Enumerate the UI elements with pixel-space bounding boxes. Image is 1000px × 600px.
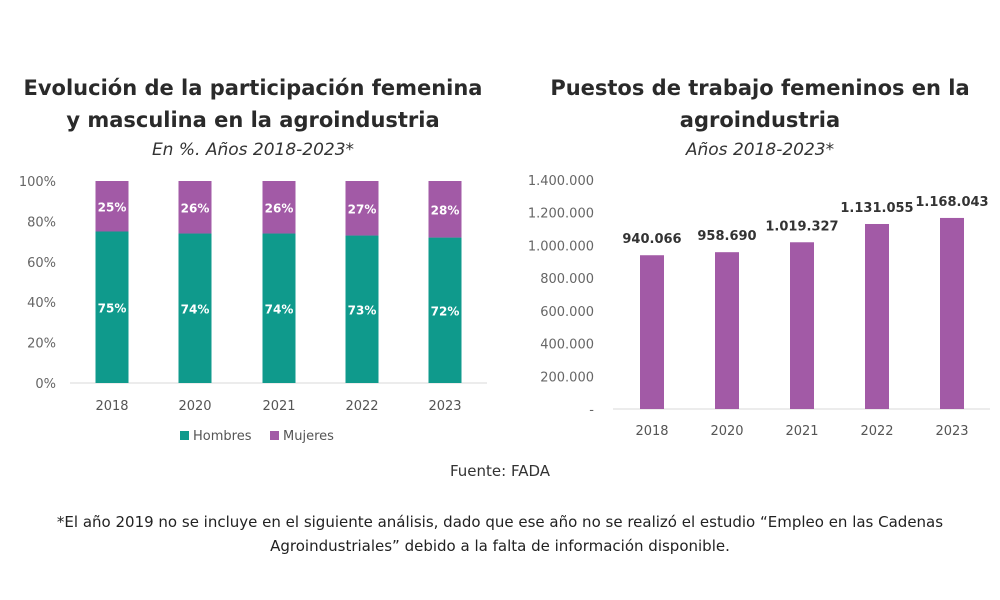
data-label-hombres-2020: 74% bbox=[181, 302, 210, 316]
left-x-tick: 2018 bbox=[95, 399, 128, 414]
right-x-tick: 2023 bbox=[935, 424, 968, 439]
data-label-hombres-2023: 72% bbox=[431, 304, 460, 318]
left-x-tick: 2020 bbox=[178, 399, 211, 414]
bar-2023 bbox=[940, 217, 964, 409]
data-label-mujeres-2020: 26% bbox=[181, 201, 210, 215]
bar-hombres-2018 bbox=[95, 231, 129, 383]
data-label-mujeres-2023: 28% bbox=[431, 203, 460, 217]
data-label-2021: 1.019.327 bbox=[765, 219, 838, 234]
data-label-mujeres-2022: 27% bbox=[348, 202, 377, 216]
left-y-tick: 0% bbox=[35, 377, 56, 392]
right-y-tick: 1.200.000 bbox=[528, 207, 594, 222]
data-label-mujeres-2018: 25% bbox=[98, 200, 127, 214]
left-y-tick: 80% bbox=[27, 215, 56, 230]
bar-mujeres-2022 bbox=[345, 181, 379, 236]
data-label-2023: 1.168.043 bbox=[915, 195, 988, 210]
right-chart-title: Puestos de trabajo femeninos en la agroi… bbox=[550, 76, 970, 132]
bar-2020 bbox=[715, 252, 739, 409]
bar-hombres-2020 bbox=[178, 233, 212, 383]
bar-mujeres-2021 bbox=[262, 181, 296, 234]
left-chart-subtitle: En %. Años 2018-2023* bbox=[151, 140, 355, 160]
left-y-tick: 40% bbox=[27, 296, 56, 311]
data-label-hombres-2022: 73% bbox=[348, 303, 377, 317]
bar-mujeres-2018 bbox=[95, 181, 129, 232]
data-label-hombres-2021: 74% bbox=[265, 302, 294, 316]
footnote: *El año 2019 no se incluye en el siguien… bbox=[56, 513, 944, 555]
right-y-tick: 200.000 bbox=[540, 370, 594, 385]
data-label-2020: 958.690 bbox=[697, 229, 756, 244]
left-x-tick: 2022 bbox=[345, 399, 378, 414]
legend-label-mujeres: Mujeres bbox=[283, 429, 334, 444]
right-chart-subtitle: Años 2018-2023* bbox=[685, 140, 835, 160]
bar-mujeres-2023 bbox=[428, 181, 462, 238]
left-y-tick: 60% bbox=[27, 256, 56, 271]
data-label-hombres-2018: 75% bbox=[98, 301, 127, 315]
left-x-tick: 2021 bbox=[262, 399, 295, 414]
right-x-tick: 2018 bbox=[635, 424, 668, 439]
legend-swatch-hombres bbox=[180, 431, 189, 440]
right-x-tick: 2020 bbox=[710, 424, 743, 439]
data-label-2022: 1.131.055 bbox=[840, 201, 913, 216]
bar-2018 bbox=[640, 255, 664, 409]
data-label-2018: 940.066 bbox=[622, 232, 681, 247]
left-y-tick: 20% bbox=[27, 337, 56, 352]
data-label-mujeres-2021: 26% bbox=[265, 201, 294, 215]
bar-hombres-2023 bbox=[428, 237, 462, 383]
bar-mujeres-2020 bbox=[178, 181, 212, 234]
right-y-tick: 800.000 bbox=[540, 272, 594, 287]
right-y-tick: 400.000 bbox=[540, 338, 594, 353]
legend-label-hombres: Hombres bbox=[193, 429, 252, 444]
source-text: Fuente: FADA bbox=[449, 462, 551, 480]
bar-hombres-2022 bbox=[345, 235, 379, 383]
bar-2022 bbox=[865, 223, 889, 409]
bar-2021 bbox=[790, 242, 814, 409]
right-x-tick: 2022 bbox=[860, 424, 893, 439]
right-y-tick: 1.400.000 bbox=[528, 174, 594, 189]
right-y-tick: 600.000 bbox=[540, 305, 594, 320]
right-x-tick: 2021 bbox=[785, 424, 818, 439]
left-chart-title: Evolución de la participación femenina y… bbox=[23, 76, 483, 132]
right-y-tick: 1.000.000 bbox=[528, 239, 594, 254]
right-y-tick: - bbox=[589, 403, 594, 418]
left-x-tick: 2023 bbox=[428, 399, 461, 414]
bar-hombres-2021 bbox=[262, 233, 296, 383]
legend-swatch-mujeres bbox=[270, 431, 279, 440]
left-y-tick: 100% bbox=[19, 175, 56, 190]
